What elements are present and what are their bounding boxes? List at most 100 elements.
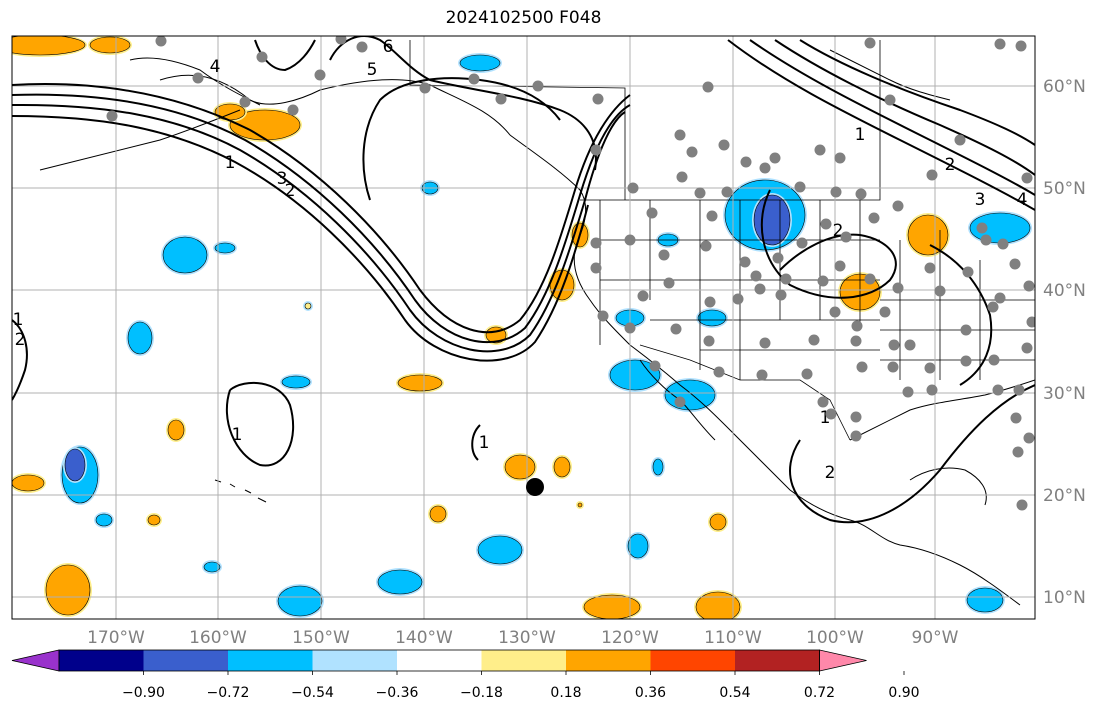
station-dot [987,301,999,313]
station-dot [808,334,820,346]
station-dot [801,368,813,380]
station-dot [627,182,639,194]
anomaly-patch [127,321,153,355]
station-dot [624,322,636,334]
station-dot [796,237,808,249]
lon-tick-label: 120°W [601,628,659,648]
station-dot [590,262,602,274]
contours [12,36,1035,524]
station-dot [1015,40,1027,52]
colorbar-segment [143,650,229,671]
colorbar-segment [228,650,313,671]
station-dot [702,81,714,93]
station-dot [960,355,972,367]
station-dot [703,335,715,347]
lat-tick-label: 30°N [1043,384,1086,404]
station-dot [713,366,725,378]
station-dot [155,36,167,47]
station-dot [637,290,649,302]
station-dot [994,38,1006,50]
station-dot [840,231,852,243]
station-dot [997,238,1009,250]
station-dot [892,200,904,212]
station-dot [962,266,974,278]
station-dot [884,94,896,106]
contour-label: 1 [232,425,243,445]
us-mexico-border [639,344,851,441]
station-dot [704,296,716,308]
station-dot [694,187,706,199]
colorbar-frame [58,649,820,672]
colorbar-tick-label: −0.90 [122,685,165,701]
station-dot [856,361,868,373]
anomaly-patch [697,309,727,327]
colorbar-tick-label: 0.90 [888,685,919,701]
station-dot [954,134,966,146]
colorbar-segment [481,650,567,671]
contour-line-10 [774,39,1035,176]
station-dot [1010,412,1022,424]
contour-line-14 [225,381,295,467]
station-dot [676,171,688,183]
station-dot [960,324,972,336]
lat-tick-label: 10°N [1043,588,1086,608]
anomaly-patch [12,36,86,56]
colorbar-segment [397,650,482,671]
station-dot [864,37,876,49]
station-dot [106,110,118,122]
hudson-coastline [829,49,951,101]
colorbar-segment [312,650,398,671]
contour-label: 1 [820,408,831,428]
station-dot [597,310,609,322]
anomaly-patch [477,535,523,565]
anomaly-patch [753,194,791,246]
station-dot [855,188,867,200]
anomaly-patch [89,36,131,54]
station-dot [1026,316,1035,328]
contour-label: 4 [210,57,221,77]
station-dot [924,362,936,374]
station-dot [830,186,842,198]
station-dot [1023,432,1035,444]
station-dot [868,212,880,224]
station-dot [239,96,251,108]
contour-line-2 [12,93,631,344]
station-dot [850,411,862,423]
station-dot [904,339,916,351]
alaska-coastline [39,57,261,171]
station-dot [759,162,771,174]
station-dot [769,152,781,164]
station-dot [829,306,841,318]
station-dot [1021,172,1033,184]
station-dot [590,144,602,156]
station-dot [994,292,1006,304]
colorbar-segment [650,650,736,671]
station-dot [495,93,507,105]
station-dot [532,80,544,92]
anomaly-patch [907,214,949,256]
anomaly-patch [45,564,91,616]
anomaly-patch [162,236,208,274]
station-dot [794,181,806,193]
anomaly-patch [695,591,741,619]
lon-tick-label: 100°W [806,628,864,648]
contour-label: 3 [975,190,986,210]
station-dot [879,306,891,318]
contour-label: 2 [833,221,844,241]
anomaly-patch [429,505,447,523]
lat-tick-label: 20°N [1043,486,1086,506]
station-dot [887,361,899,373]
contour-line-15 [12,319,28,401]
station-dot [976,222,988,234]
station-dot [759,337,771,349]
station-dot [674,396,686,408]
contour-label: 2 [825,463,836,483]
lon-tick-label: 90°W [912,628,959,648]
colorbar-tick-label: 0.18 [550,685,581,701]
station-dot [756,369,768,381]
station-dot [721,186,733,198]
lon-tick-label: 160°W [189,628,247,648]
contour-label: 6 [383,37,394,57]
